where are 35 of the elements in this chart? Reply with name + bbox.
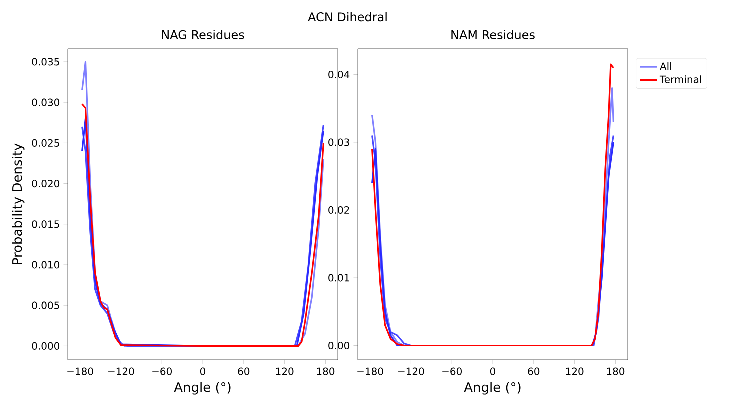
x-tick-label: 120 bbox=[276, 368, 294, 376]
x-tick-label: 60 bbox=[528, 368, 540, 376]
x-tick-label: −60 bbox=[152, 368, 172, 376]
x-tick-label: 180 bbox=[607, 368, 625, 376]
y-tick-label: 0.03 bbox=[328, 138, 350, 146]
y-tick-label: 0.010 bbox=[32, 261, 60, 269]
legend-label: All bbox=[660, 62, 672, 70]
y-tick-label: 0.00 bbox=[328, 342, 350, 350]
chart-title: NAM Residues bbox=[452, 30, 535, 40]
x-tick-label: 120 bbox=[566, 368, 584, 376]
y-tick-label: 0.005 bbox=[32, 302, 60, 310]
x-tick-label: 0 bbox=[490, 368, 496, 376]
chart-title: NAG Residues bbox=[162, 30, 244, 40]
text: ACN Dihedral bbox=[308, 12, 387, 22]
x-tick-label: 60 bbox=[238, 368, 250, 376]
x-tick-label: −60 bbox=[442, 368, 462, 376]
x-tick-label: 0 bbox=[200, 368, 206, 376]
y-tick-label: 0.000 bbox=[32, 342, 60, 350]
y-tick-label: 0.035 bbox=[32, 58, 60, 66]
x-axis-title: Angle (°) bbox=[464, 382, 521, 395]
y-tick-label: 0.02 bbox=[328, 206, 350, 214]
y-tick-label: 0.04 bbox=[328, 70, 350, 79]
x-tick-label: −120 bbox=[398, 368, 424, 376]
legend-label: Terminal bbox=[660, 76, 702, 84]
x-tick-label: −180 bbox=[358, 368, 384, 376]
y-tick-label: 0.025 bbox=[32, 139, 60, 147]
y-tick-label: 0.030 bbox=[32, 98, 60, 106]
x-axis-title: Angle (°) bbox=[174, 382, 231, 395]
y-tick-label: 0.020 bbox=[32, 180, 60, 188]
y-tick-label: 0.01 bbox=[328, 274, 350, 282]
x-tick-label: 180 bbox=[317, 368, 335, 376]
x-tick-label: −120 bbox=[108, 368, 134, 376]
y-tick-label: 0.015 bbox=[32, 220, 60, 228]
y-axis-title: Probability Density bbox=[12, 144, 25, 264]
x-tick-label: −180 bbox=[68, 368, 94, 376]
